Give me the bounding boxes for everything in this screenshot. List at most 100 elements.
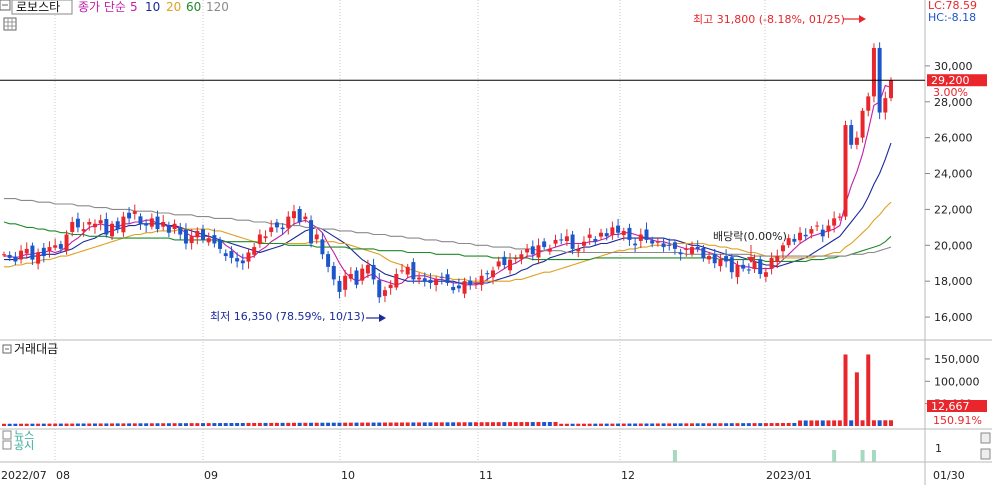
candle-body	[479, 275, 484, 285]
candle-body	[127, 212, 132, 219]
candlestick-series	[2, 42, 893, 303]
notice-scroll-down-button[interactable]	[980, 448, 991, 460]
volume-bar	[354, 422, 359, 426]
legend-ma5[interactable]: 5	[130, 0, 138, 14]
price-tick-label: 16,000	[934, 311, 973, 324]
legend-ma10[interactable]: 10	[145, 0, 160, 14]
candle-body	[655, 241, 660, 243]
candle-body	[627, 227, 632, 240]
volume-bar	[564, 423, 569, 426]
volume-bar	[655, 423, 660, 426]
volume-bar	[417, 422, 422, 426]
volume-bar	[678, 423, 683, 426]
volume-tick-label: 150,000	[934, 353, 980, 366]
collapse-box-icon[interactable]	[0, 0, 11, 11]
legend-ma20[interactable]: 20	[166, 0, 181, 14]
candle-body	[468, 280, 473, 285]
candle-body	[115, 221, 120, 230]
volume-bar	[746, 423, 751, 426]
legend-prefix: 종가 단순	[78, 0, 126, 14]
candle-body	[206, 238, 211, 243]
dividend-annotation: 배당락(0.00%)	[713, 230, 787, 243]
candle-body	[19, 250, 24, 260]
notice-collapse-icon[interactable]	[2, 440, 12, 450]
volume-bar	[815, 420, 820, 426]
candle-body	[235, 258, 240, 262]
volume-bar	[826, 420, 831, 426]
volume-bar	[166, 423, 171, 426]
candle-body	[41, 247, 46, 257]
volume-bar	[809, 420, 814, 426]
candle-body	[644, 229, 649, 240]
volume-bar	[189, 423, 194, 426]
volume-bar	[724, 423, 729, 426]
candle-body	[70, 221, 75, 232]
volume-bar	[860, 420, 865, 426]
volume-bar	[633, 423, 638, 426]
volume-bar	[758, 423, 763, 426]
legend-ma60[interactable]: 60	[186, 0, 201, 14]
candle-body	[445, 274, 450, 283]
candle-body	[87, 221, 92, 225]
candle-body	[638, 234, 643, 241]
volume-bar	[405, 422, 410, 426]
volume-bar	[661, 423, 666, 426]
stock-name: 로보스타	[16, 0, 60, 14]
volume-current-label: 12,667	[931, 400, 970, 413]
volume-bar	[871, 420, 876, 426]
candle-body	[496, 261, 501, 267]
candle-body	[189, 236, 194, 244]
volume-bar	[98, 423, 103, 426]
volume-bar	[155, 423, 160, 426]
volume-bar	[81, 423, 86, 426]
stock-name-box[interactable]	[11, 0, 73, 15]
volume-bar	[360, 422, 365, 426]
volume-bar	[144, 423, 149, 426]
news-collapse-icon[interactable]	[2, 430, 12, 440]
candle-body	[178, 228, 183, 235]
candle-body	[195, 230, 200, 238]
low-annotation: 최저 16,350 (78.59%, 10/13)	[210, 310, 365, 323]
volume-bar	[701, 423, 706, 426]
volume-bar	[599, 423, 604, 426]
notice-marker[interactable]	[672, 450, 677, 462]
candle-body	[525, 248, 530, 253]
volume-bar	[331, 422, 336, 426]
date-label: 12	[621, 469, 635, 482]
candle-body	[576, 248, 581, 252]
candle-body	[30, 245, 35, 260]
notice-marker[interactable]	[832, 450, 837, 462]
candle-body	[547, 248, 552, 252]
volume-bar	[138, 423, 143, 426]
volume-bar	[485, 422, 490, 426]
notice-marker[interactable]	[860, 450, 865, 462]
volume-bar	[837, 420, 842, 426]
volume-bar	[13, 423, 18, 426]
volume-bar	[621, 423, 626, 426]
volume-bar	[132, 423, 137, 426]
candle-body	[695, 246, 700, 249]
volume-bar	[490, 422, 495, 426]
grid-toggle-icon[interactable]	[3, 17, 17, 31]
notice-marker[interactable]	[871, 450, 876, 462]
candle-body	[820, 229, 825, 237]
volume-bar	[280, 422, 285, 426]
candle-body	[75, 218, 80, 228]
volume-bar	[218, 423, 223, 426]
legend-ma120[interactable]: 120	[206, 0, 229, 14]
candle-body	[837, 216, 842, 218]
volume-bar	[41, 423, 46, 426]
volume-bar	[866, 354, 871, 426]
volume-bar	[820, 420, 825, 426]
volume-bar	[780, 423, 785, 426]
volume-bar	[269, 422, 274, 426]
candle-body	[542, 241, 547, 248]
candle-body	[166, 225, 171, 233]
candle-body	[672, 242, 677, 249]
notice-scroll-up-button[interactable]	[980, 432, 991, 444]
notice-scale-label: 1	[935, 442, 942, 455]
candle-body	[417, 277, 422, 280]
candle-body	[610, 227, 615, 236]
